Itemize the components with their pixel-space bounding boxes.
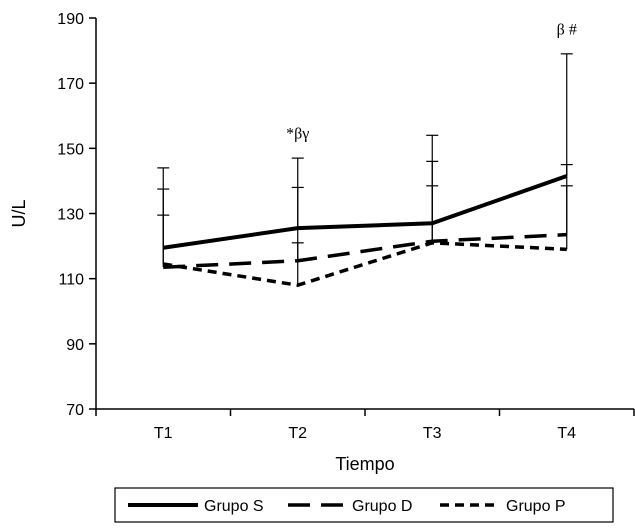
y-tick-label: 150 <box>57 141 84 158</box>
y-tick-label: 90 <box>66 337 84 354</box>
plot-area: *βγ β # <box>157 21 577 287</box>
series-line-grupo-d <box>163 232 567 270</box>
significance-annotation: β # <box>557 21 577 38</box>
x-axis: T1 T2 T3 T4 <box>95 408 635 442</box>
x-tick-label: T3 <box>423 425 442 442</box>
legend-label: Grupo D <box>352 498 412 515</box>
x-axis-title: Tiempo <box>335 454 394 474</box>
legend-label: Grupo P <box>506 498 566 515</box>
y-tick-label: 190 <box>57 11 84 28</box>
x-tick-label: T2 <box>288 425 307 442</box>
significance-annotation: *βγ <box>286 126 309 143</box>
legend: Grupo S Grupo D Grupo P <box>114 487 614 523</box>
x-tick-label: T1 <box>154 425 173 442</box>
y-tick-label: 110 <box>58 272 84 289</box>
y-tick-label: 130 <box>57 207 84 224</box>
legend-label: Grupo S <box>204 498 264 515</box>
y-axis-title: U/L <box>9 199 29 227</box>
y-tick-label: 170 <box>57 76 84 93</box>
series-line-grupo-p <box>162 241 567 287</box>
y-axis: 70 90 110 130 150 170 190 <box>57 11 97 419</box>
y-tick-label: 70 <box>66 402 84 419</box>
series-line-grupo-s <box>162 174 568 250</box>
x-tick-label: T4 <box>557 425 576 442</box>
